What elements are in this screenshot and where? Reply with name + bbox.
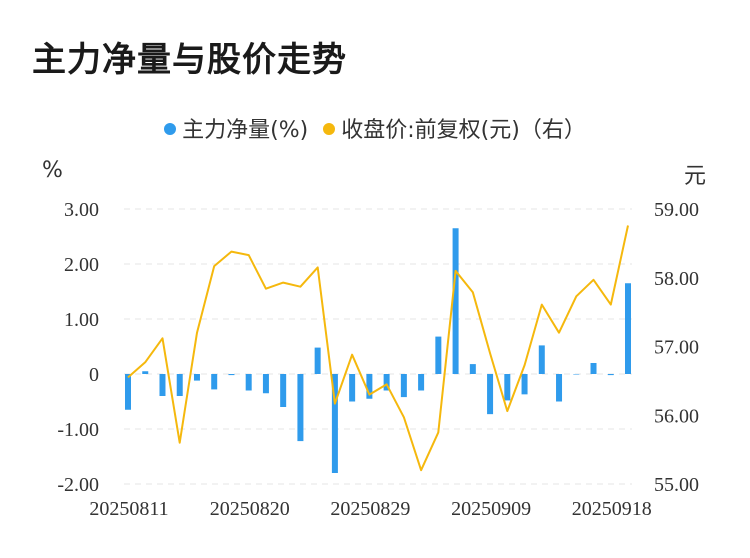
bar bbox=[228, 374, 235, 376]
bar bbox=[452, 228, 459, 374]
price-line bbox=[127, 225, 629, 472]
x-tick-label: 20250811 bbox=[89, 498, 168, 520]
bar bbox=[521, 374, 528, 395]
left-tick-label: 0 bbox=[89, 364, 99, 386]
bar bbox=[469, 364, 476, 374]
bar bbox=[125, 374, 131, 410]
right-tick-label: 57.00 bbox=[654, 337, 699, 359]
bar bbox=[280, 374, 287, 407]
bar bbox=[607, 374, 614, 376]
bar bbox=[331, 374, 338, 473]
bar bbox=[487, 374, 494, 415]
legend-label-net-flow: 主力净量(%) bbox=[182, 118, 309, 143]
bar bbox=[245, 374, 252, 391]
x-tick-label: 20250829 bbox=[330, 498, 410, 520]
legend-label-close-price: 收盘价:前复权(元)（右） bbox=[341, 118, 586, 143]
right-tick-label: 55.00 bbox=[654, 474, 699, 496]
legend-dot-icon bbox=[323, 123, 336, 135]
bar bbox=[142, 371, 149, 374]
left-axis-unit: % bbox=[42, 158, 63, 183]
bar bbox=[366, 374, 373, 399]
legend-dot-icon bbox=[164, 123, 177, 135]
bar bbox=[297, 374, 304, 442]
bar bbox=[400, 374, 407, 398]
bar bbox=[418, 374, 425, 391]
left-tick-label: 1.00 bbox=[64, 309, 99, 331]
right-axis-unit: 元 bbox=[684, 164, 707, 189]
right-tick-label: 56.00 bbox=[654, 405, 699, 427]
left-tick-label: -1.00 bbox=[57, 419, 99, 441]
bar bbox=[314, 347, 321, 374]
bar bbox=[590, 363, 597, 374]
x-tick-label: 20250918 bbox=[572, 498, 652, 520]
legend: 主力净量(%) 收盘价:前复权(元)（右） bbox=[0, 112, 750, 144]
bar bbox=[435, 336, 442, 374]
bar bbox=[159, 374, 166, 396]
left-tick-label: 2.00 bbox=[64, 254, 99, 276]
bar bbox=[211, 374, 218, 390]
bar bbox=[625, 283, 631, 374]
bar bbox=[383, 374, 390, 391]
bar bbox=[193, 374, 200, 381]
bar bbox=[556, 374, 563, 402]
bar bbox=[349, 374, 356, 402]
x-tick-label: 20250820 bbox=[210, 498, 290, 520]
bar bbox=[176, 374, 183, 396]
x-tick-label: 20250909 bbox=[451, 498, 531, 520]
left-tick-label: -2.00 bbox=[57, 474, 99, 496]
bar bbox=[504, 374, 511, 401]
bar bbox=[538, 345, 545, 374]
bar bbox=[573, 374, 580, 375]
left-tick-label: 3.00 bbox=[64, 199, 99, 221]
legend-item-net-flow[interactable]: 主力净量(%) bbox=[164, 112, 308, 144]
bar bbox=[262, 374, 269, 394]
chart-title: 主力净量与股价走势 bbox=[32, 40, 347, 80]
right-tick-label: 59.00 bbox=[654, 199, 699, 221]
right-tick-label: 58.00 bbox=[654, 268, 699, 290]
legend-item-close-price[interactable]: 收盘价:前复权(元)（右） bbox=[323, 112, 586, 144]
